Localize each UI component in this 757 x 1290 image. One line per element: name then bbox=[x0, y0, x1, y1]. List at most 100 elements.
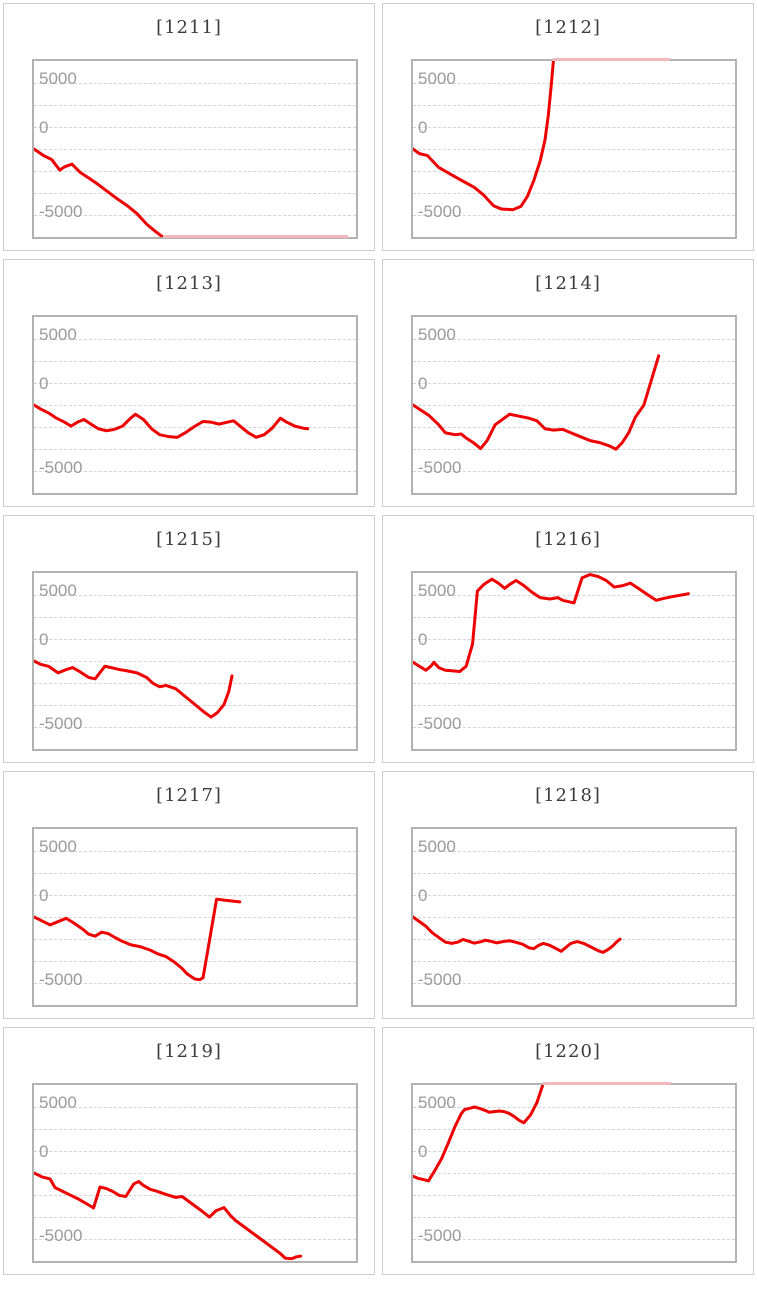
gridline bbox=[413, 705, 735, 707]
gridline bbox=[34, 215, 356, 217]
gridline bbox=[413, 449, 735, 451]
plot-area: 5000 0 -5000 bbox=[411, 315, 737, 495]
gridline bbox=[34, 983, 356, 985]
y-axis-label: 5000 bbox=[39, 69, 77, 88]
chart-card-1220: [1220] 5000 0 -5000 bbox=[382, 1027, 754, 1275]
gridline bbox=[34, 895, 356, 896]
gridline bbox=[34, 1151, 356, 1152]
plot-area: 5000 0 -5000 bbox=[32, 59, 358, 239]
plot-area: 5000 0 -5000 bbox=[411, 827, 737, 1007]
gridline bbox=[34, 617, 356, 618]
gridline bbox=[413, 617, 735, 618]
y-axis-label: -5000 bbox=[418, 458, 462, 477]
gridline bbox=[34, 1195, 356, 1197]
y-axis-label: -5000 bbox=[39, 970, 83, 989]
y-axis-label: 0 bbox=[39, 630, 49, 649]
series-svg bbox=[34, 61, 356, 237]
chart-card-1219: [1219] 5000 0 -5000 bbox=[3, 1027, 375, 1275]
plot-area: 5000 0 -5000 bbox=[411, 571, 737, 751]
gridline bbox=[413, 873, 735, 874]
series-svg bbox=[34, 573, 356, 749]
gridline bbox=[413, 339, 735, 340]
chart-card-1216: [1216] 5000 0 -5000 bbox=[382, 515, 754, 763]
y-axis-label: 5000 bbox=[39, 325, 77, 344]
gridline bbox=[34, 639, 356, 640]
series-line bbox=[34, 149, 163, 237]
y-axis-label: -5000 bbox=[39, 714, 83, 733]
gridline bbox=[34, 851, 356, 852]
y-axis-label: -5000 bbox=[418, 714, 462, 733]
gridline bbox=[413, 149, 735, 150]
y-axis-label: 5000 bbox=[418, 837, 456, 856]
series-svg bbox=[413, 829, 735, 1005]
series-svg bbox=[413, 317, 735, 493]
gridline bbox=[34, 83, 356, 84]
chart-title: [1211] bbox=[156, 17, 222, 38]
y-axis-label: 5000 bbox=[39, 837, 77, 856]
plot-area: 5000 0 -5000 bbox=[411, 1082, 737, 1263]
series-line bbox=[413, 61, 553, 210]
y-axis-label: -5000 bbox=[418, 202, 462, 221]
plot-area: 5000 0 -5000 bbox=[411, 58, 737, 239]
series-svg bbox=[34, 1085, 356, 1261]
gridline bbox=[34, 1173, 356, 1174]
gridline bbox=[413, 405, 735, 406]
chart-title: [1216] bbox=[535, 529, 601, 550]
y-axis-label: 5000 bbox=[418, 581, 456, 600]
gridline bbox=[34, 127, 356, 128]
clipped-overflow-line bbox=[553, 58, 671, 61]
y-axis-label: -5000 bbox=[418, 970, 462, 989]
chart-card-1212: [1212] 5000 0 -5000 bbox=[382, 3, 754, 251]
chart-card-1218: [1218] 5000 0 -5000 bbox=[382, 771, 754, 1019]
y-axis-label: 0 bbox=[418, 630, 428, 649]
gridline bbox=[413, 471, 735, 473]
gridline bbox=[413, 105, 735, 106]
y-axis-label: 5000 bbox=[418, 1093, 456, 1112]
gridline bbox=[413, 683, 735, 685]
gridline bbox=[34, 917, 356, 918]
gridline bbox=[34, 471, 356, 473]
y-axis-label: 0 bbox=[418, 118, 428, 137]
y-axis-label: 5000 bbox=[418, 69, 456, 88]
series-svg bbox=[34, 317, 356, 493]
y-axis-label: -5000 bbox=[39, 458, 83, 477]
gridline bbox=[413, 1195, 735, 1197]
gridline bbox=[34, 105, 356, 106]
series-line bbox=[34, 661, 232, 717]
series-line bbox=[413, 1085, 543, 1181]
gridline bbox=[34, 727, 356, 729]
gridline bbox=[413, 193, 735, 195]
plot-area: 5000 0 -5000 bbox=[32, 827, 358, 1007]
gridline bbox=[413, 383, 735, 384]
gridline bbox=[34, 1129, 356, 1130]
y-axis-label: 0 bbox=[39, 886, 49, 905]
clipped-overflow-line bbox=[162, 235, 349, 238]
y-axis-label: 5000 bbox=[418, 325, 456, 344]
y-axis-label: 0 bbox=[418, 374, 428, 393]
y-axis-label: 0 bbox=[39, 374, 49, 393]
gridline bbox=[413, 595, 735, 596]
series-svg bbox=[34, 829, 356, 1005]
plot-area: 5000 0 -5000 bbox=[32, 1083, 358, 1263]
gridline bbox=[34, 595, 356, 596]
chart-card-1214: [1214] 5000 0 -5000 bbox=[382, 259, 754, 507]
chart-title: [1214] bbox=[535, 273, 601, 294]
chart-title: [1213] bbox=[156, 273, 222, 294]
chart-title: [1215] bbox=[156, 529, 222, 550]
gridline bbox=[34, 171, 356, 173]
gridline bbox=[413, 661, 735, 662]
y-axis-label: 5000 bbox=[39, 1093, 77, 1112]
gridline bbox=[34, 405, 356, 406]
series-svg bbox=[413, 573, 735, 749]
gridline bbox=[413, 127, 735, 128]
gridline bbox=[34, 193, 356, 195]
gridline bbox=[413, 851, 735, 852]
series-line bbox=[413, 356, 659, 449]
gridline bbox=[34, 449, 356, 451]
chart-card-1211: [1211] 5000 0 -5000 bbox=[3, 3, 375, 251]
gridline bbox=[34, 383, 356, 384]
gridline bbox=[413, 1129, 735, 1130]
y-axis-label: -5000 bbox=[39, 1226, 83, 1245]
gridline bbox=[413, 1173, 735, 1174]
